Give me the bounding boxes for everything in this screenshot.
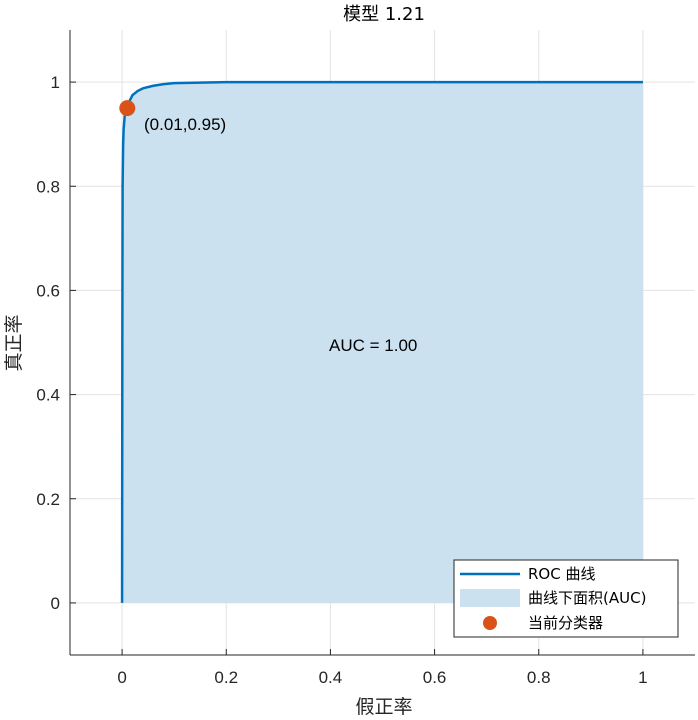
x-tick-labels: 0 0.2 0.4 0.6 0.8 1: [117, 668, 647, 687]
x-tick-label: 0.4: [319, 668, 343, 687]
auc-area-layer: [122, 82, 643, 603]
y-tick-label: 0.6: [36, 281, 60, 300]
legend-auc-label: 曲线下面积(AUC): [528, 589, 646, 607]
chart-title: 模型 1.21: [343, 4, 425, 25]
legend-classifier-label: 当前分类器: [528, 614, 603, 632]
y-tick-label: 0.4: [36, 386, 60, 405]
legend-roc-label: ROC 曲线: [528, 565, 595, 583]
classifier-point-layer: [119, 100, 136, 117]
roc-curve-line: [120, 80, 643, 603]
y-tick-label: 0.8: [36, 177, 60, 196]
y-axis-title: 真正率: [3, 314, 25, 371]
y-tick-label: 0.2: [36, 490, 60, 509]
auc-annotation: AUC = 1.00: [329, 336, 417, 355]
x-tick-label: 0: [117, 668, 126, 687]
roc-curve-layer: [120, 80, 643, 603]
legend-auc-swatch: [460, 589, 520, 607]
y-tick-label: 1: [51, 73, 60, 92]
x-tick-label: 0.8: [527, 668, 551, 687]
y-tick-label: 0: [51, 594, 60, 613]
x-axis-title: 假正率: [355, 696, 412, 718]
y-tick-labels: 0 0.2 0.4 0.6 0.8 1: [36, 73, 60, 613]
auc-area: [122, 82, 643, 603]
axes: [69, 30, 695, 656]
x-tick-label: 1: [638, 668, 647, 687]
point-label: (0.01,0.95): [144, 115, 226, 134]
x-tick-label: 0.6: [423, 668, 447, 687]
legend: ROC 曲线 曲线下面积(AUC) 当前分类器: [453, 559, 679, 638]
classifier-point: [119, 100, 136, 117]
legend-classifier-swatch: [483, 616, 497, 630]
x-tick-label: 0.2: [214, 668, 238, 687]
